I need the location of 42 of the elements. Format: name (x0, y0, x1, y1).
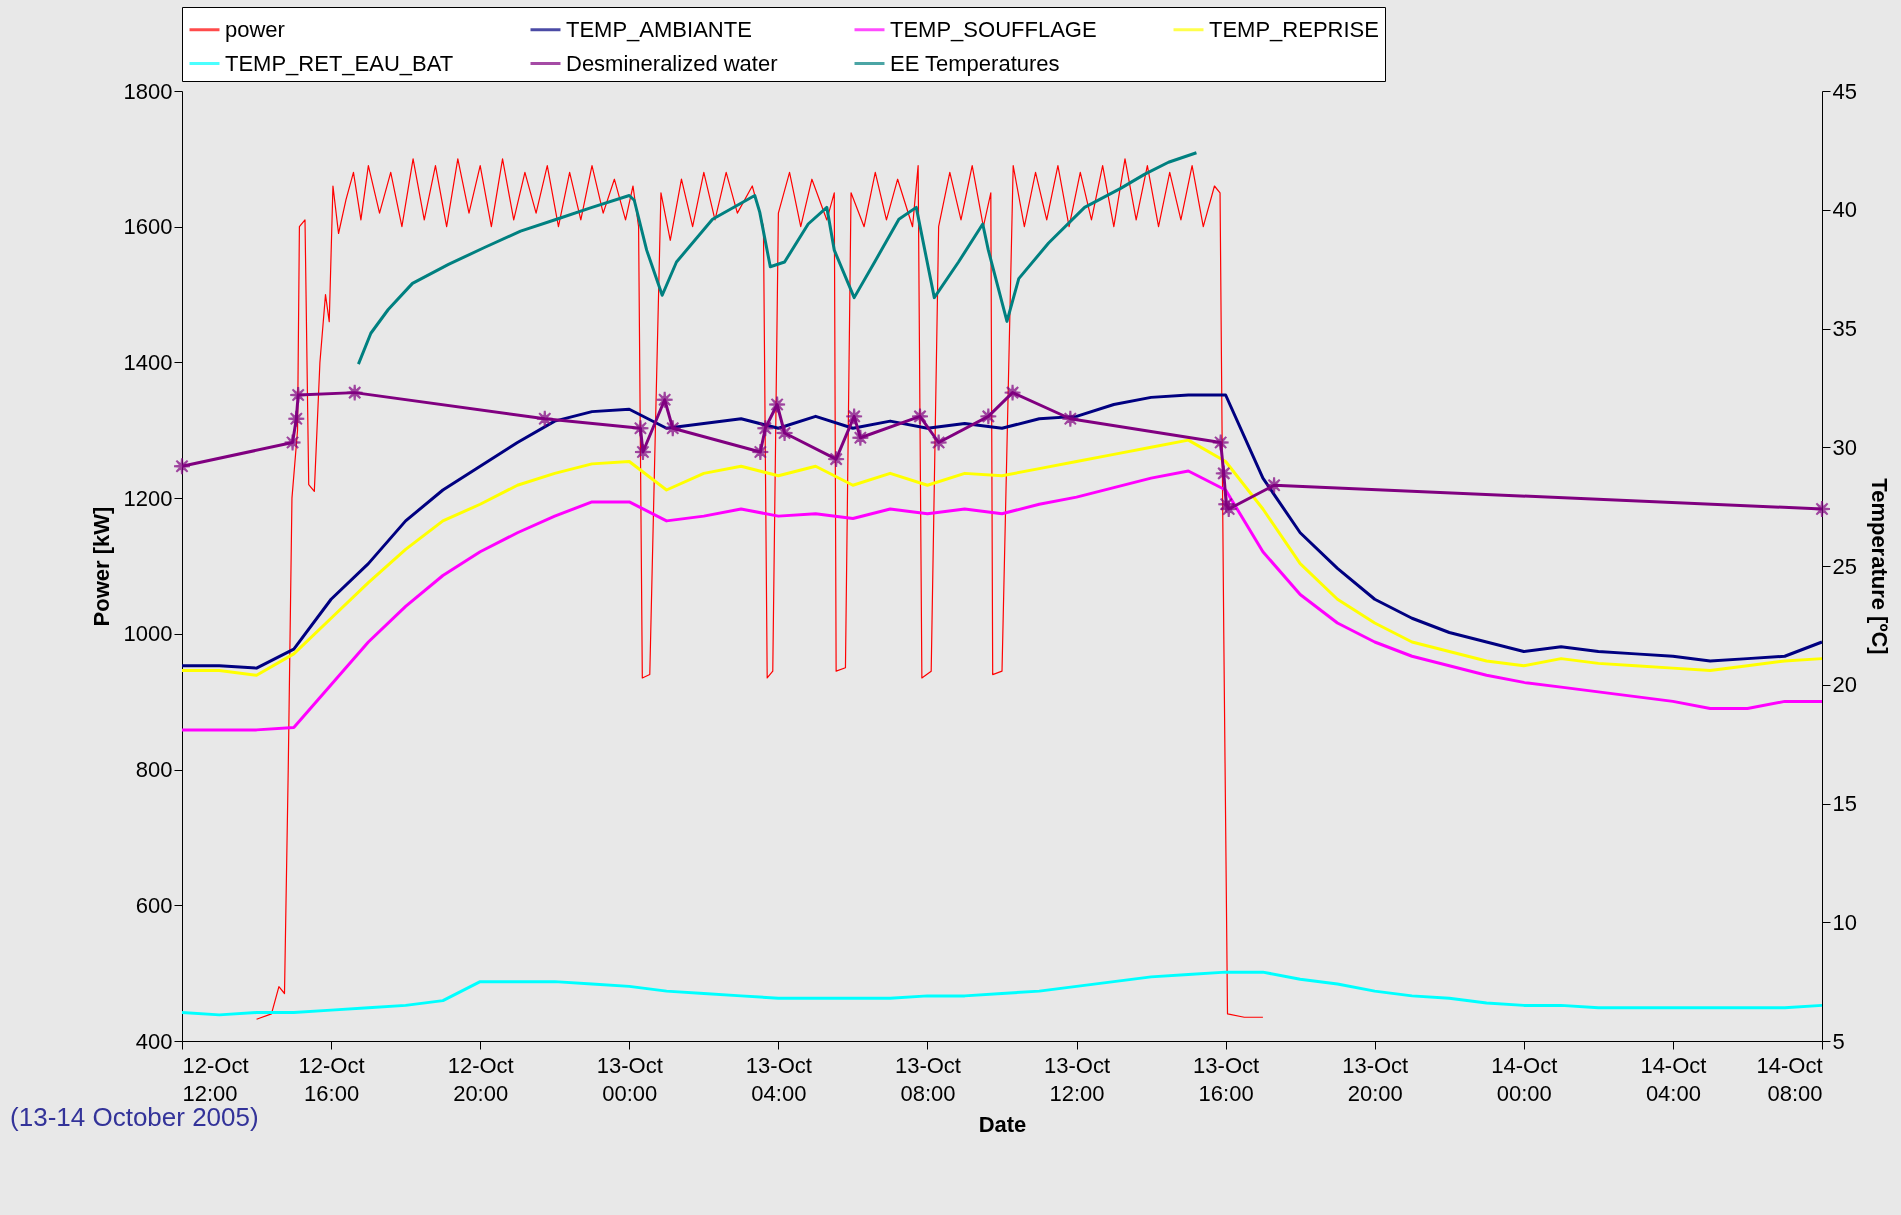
line-series (180, 393, 1824, 670)
y2-tick-label: 10 (1832, 909, 1857, 935)
y2-axis-title: Temperature [ºC] (1866, 478, 1892, 655)
x-tick-label: 13-Oct 20:00 (1342, 1052, 1409, 1106)
x-tick-label: 13-Oct 12:00 (1044, 1052, 1111, 1106)
x-tick-label: 12-Oct 20:00 (447, 1052, 514, 1106)
y2-tick-label: 20 (1832, 672, 1857, 698)
y-axis-title: Power [kW] (88, 506, 114, 627)
x-tick-label: 14-Oct 08:00 (1756, 1052, 1823, 1106)
x-tick-label: 13-Oct 08:00 (894, 1052, 961, 1106)
y2-tick-label: 15 (1832, 791, 1857, 816)
x-tick-label: 13-Oct 16:00 (1193, 1052, 1260, 1106)
y2-tick-label: 45 (1832, 78, 1857, 104)
y-tick-label: 800 (135, 757, 173, 783)
x-tick-label: 12-Oct 16:00 (298, 1052, 365, 1106)
x-tick-label: 14-Oct 00:00 (1491, 1052, 1558, 1106)
legend-label: TEMP_RET_EAU_BAT (225, 50, 454, 76)
legend-label: power (225, 16, 285, 42)
legend-label: TEMP_REPRISE (1209, 16, 1379, 42)
y-tick-label: 400 (135, 1028, 173, 1054)
legend-label: TEMP_AMBIANTE (566, 16, 752, 42)
x-tick-label: 13-Oct 00:00 (596, 1052, 663, 1106)
line-series (180, 469, 1824, 732)
y-tick-label: 1200 (123, 485, 173, 511)
y2-tick-label: 40 (1832, 197, 1857, 223)
y2-tick-label: 5 (1832, 1028, 1845, 1054)
y-tick-label: 1000 (123, 621, 173, 647)
x-tick-label: 14-Oct 04:00 (1640, 1052, 1707, 1106)
x-axis-title: Date (978, 1111, 1027, 1137)
y2-tick-label: 35 (1832, 316, 1857, 341)
line-series (180, 438, 1824, 677)
x-tick-label: 13-Oct 04:00 (745, 1052, 812, 1106)
legend-label: TEMP_SOUFFLAGE (890, 16, 1097, 42)
legend-label: Desmineralized water (566, 50, 778, 76)
y-tick-label: 1400 (123, 349, 173, 375)
y-tick-label: 1800 (123, 78, 173, 104)
y2-tick-label: 30 (1832, 434, 1857, 460)
y-tick-label: 600 (135, 892, 173, 918)
y2-tick-label: 25 (1832, 553, 1857, 579)
legend-label: EE Temperatures (890, 50, 1060, 76)
y-tick-label: 1600 (123, 214, 173, 240)
line-series (180, 970, 1824, 1017)
